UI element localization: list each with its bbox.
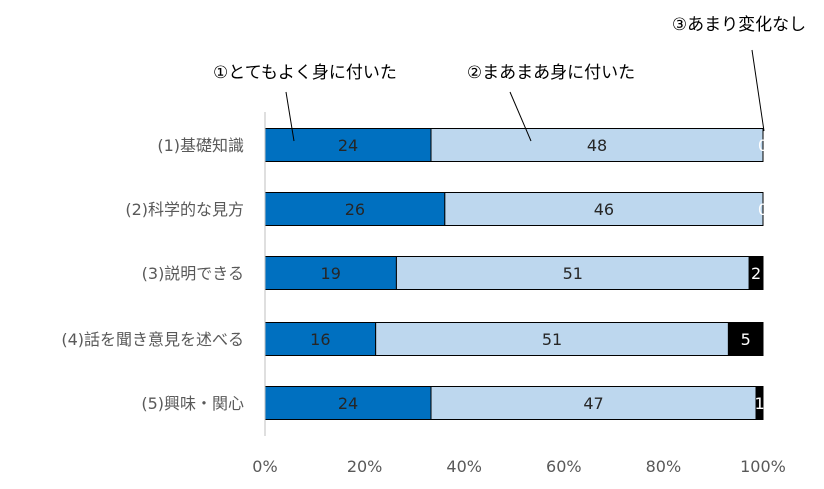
- bar-segment: [727, 322, 764, 356]
- category-label: (3)説明できる: [142, 264, 244, 283]
- data-label: 19: [321, 264, 341, 283]
- data-label: 2: [751, 264, 761, 283]
- bar-segment: [375, 322, 729, 356]
- legend-leader-line: [285, 91, 295, 142]
- category-label: (4)話を聞き意見を述べる: [61, 330, 244, 349]
- x-tick-label: 80%: [646, 457, 682, 476]
- bar-segment: [264, 256, 397, 290]
- category-label: (5)興味・関心: [141, 394, 244, 413]
- x-tick-label: 40%: [446, 457, 482, 476]
- legend-callouts: ①とてもよく身に付いた ②まあまあ身に付いた ③あまり変化なし: [213, 15, 806, 142]
- legend-entry: ①とてもよく身に付いた: [213, 63, 397, 83]
- x-tick-label: 20%: [347, 457, 383, 476]
- legend-leader-line: [509, 91, 532, 142]
- legend-entry: ②まあまあ身に付いた: [467, 63, 635, 83]
- bar-segment: [444, 192, 764, 226]
- data-label: 51: [563, 264, 583, 283]
- bar-segment: [430, 386, 757, 420]
- legend-entry: ③あまり変化なし: [672, 15, 806, 35]
- data-label: 48: [587, 136, 607, 155]
- category-label: (2)科学的な見方: [125, 200, 244, 219]
- data-label: 47: [583, 394, 603, 413]
- data-label: 0: [758, 200, 768, 219]
- data-label: 16: [310, 330, 330, 349]
- bar-segment: [748, 256, 764, 290]
- data-label: 24: [338, 394, 358, 413]
- bar-segment: [395, 256, 750, 290]
- data-label: 26: [345, 200, 365, 219]
- data-label: 0: [758, 136, 768, 155]
- category-labels: (1)基礎知識 (2)科学的な見方 (3)説明できる (4)話を聞き意見を述べる (5)…: [61, 136, 244, 413]
- x-tick-labels: 0% 20% 40% 60% 80% 100%: [252, 457, 786, 476]
- x-tick-label: 100%: [740, 457, 786, 476]
- x-tick-label: 60%: [546, 457, 582, 476]
- data-label: 24: [338, 136, 358, 155]
- data-label: 46: [594, 200, 614, 219]
- bar-segment: [264, 192, 446, 226]
- bar-segment: [755, 386, 764, 420]
- x-tick-label: 0%: [252, 457, 277, 476]
- data-label: 1: [754, 394, 764, 413]
- bars-layer: 24 48 0 26 46 0 19 51 2 16 51 5 24 47 1: [264, 128, 768, 420]
- bar-segment: [430, 128, 764, 162]
- legend-leader-line: [751, 49, 765, 132]
- category-label: (1)基礎知識: [157, 136, 244, 155]
- data-label: 51: [542, 330, 562, 349]
- data-label: 5: [741, 330, 751, 349]
